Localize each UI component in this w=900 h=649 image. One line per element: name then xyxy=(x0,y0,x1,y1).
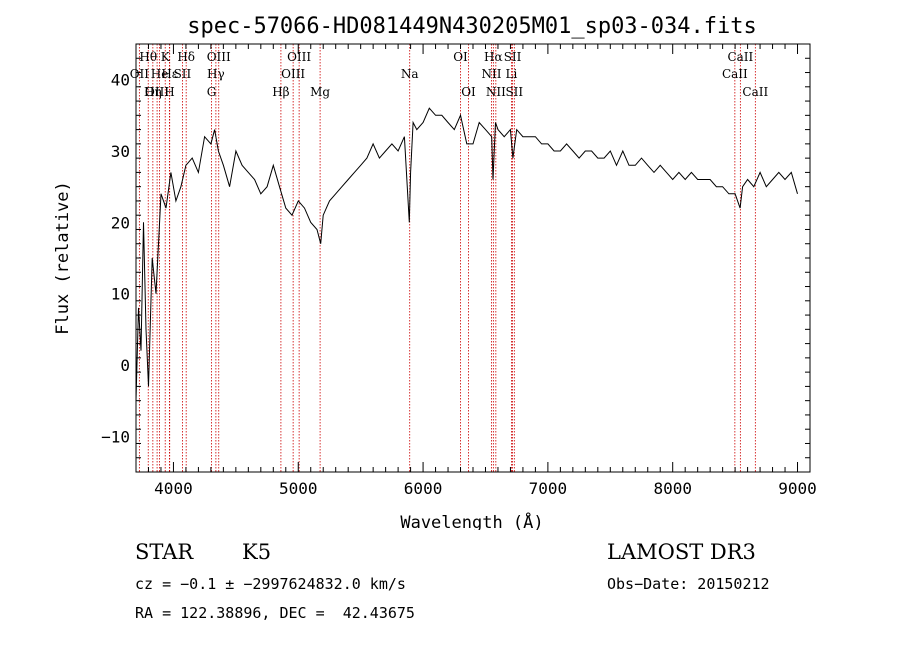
x-tick-label: 4000 xyxy=(154,479,193,498)
line-label-26: CaII xyxy=(727,50,753,64)
line-label-13: Hβ xyxy=(272,85,289,99)
line-label-16: Mg xyxy=(310,85,330,99)
x-axis-label: Wavelength (Å) xyxy=(400,511,543,530)
line-label-2: OIII xyxy=(145,85,169,99)
line-label-24: Li xyxy=(506,67,518,81)
line-label-3: He xyxy=(151,67,169,81)
spectrum-chart: spec-57066-HD081449N430205M01_sp03-034.f… xyxy=(53,14,817,530)
ra-dec-text: RA = 122.38896, DEC = 42.43675 xyxy=(135,604,415,622)
y-tick-label: 10 xyxy=(111,285,130,304)
y-tick-label: 40 xyxy=(111,71,130,90)
line-label-5: K xyxy=(161,50,171,64)
line-label-21: NII xyxy=(481,67,501,81)
x-tick-label: 6000 xyxy=(404,479,443,498)
line-label-23: SII xyxy=(504,50,522,64)
y-axis-ticks: −10 0 10 20 30 40 xyxy=(101,43,810,473)
line-label-19: OI xyxy=(461,85,476,99)
x-tick-label: 8000 xyxy=(653,479,692,498)
object-class: STAR xyxy=(135,540,194,564)
y-tick-label: 0 xyxy=(120,356,130,375)
line-label-17: Na xyxy=(401,67,419,81)
spectrum-line xyxy=(135,107,798,401)
line-label-25: SII xyxy=(505,85,523,99)
line-label-7: H xyxy=(164,85,174,99)
line-label-15: OIII xyxy=(281,67,305,81)
line-label-18: OI xyxy=(453,50,468,64)
y-axis-label: Flux (relative) xyxy=(53,181,73,335)
x-tick-label: 9000 xyxy=(778,479,817,498)
x-axis-ticks: 4000 5000 6000 7000 8000 9000 xyxy=(135,44,817,498)
line-label-20: Hα xyxy=(484,50,503,64)
line-label-1: OII xyxy=(130,67,150,81)
y-tick-label: 20 xyxy=(111,213,130,232)
survey-name: LAMOST DR3 xyxy=(607,540,756,564)
line-label-11: Hγ xyxy=(207,67,225,81)
line-label-28: CaII xyxy=(742,85,768,99)
observation-date: Obs−Date: 20150212 xyxy=(607,575,770,593)
line-label-8: SII xyxy=(174,67,192,81)
line-label-27: CaII xyxy=(722,67,748,81)
x-tick-label: 5000 xyxy=(279,479,318,498)
plot-frame xyxy=(135,43,811,473)
object-subclass: K5 xyxy=(242,540,272,564)
line-label-12: G xyxy=(207,85,217,99)
y-tick-label: −10 xyxy=(101,427,130,446)
line-label-4: Hη xyxy=(144,85,162,99)
line-label-9: Hδ xyxy=(177,50,195,64)
y-tick-label: 30 xyxy=(111,142,130,161)
line-label-6: Hε xyxy=(161,67,178,81)
x-tick-label: 7000 xyxy=(529,479,568,498)
line-label-22: NII xyxy=(486,85,506,99)
chart-title: spec-57066-HD081449N430205M01_sp03-034.f… xyxy=(187,14,757,39)
line-label-10: OIII xyxy=(207,50,231,64)
line-label-0: Hθ xyxy=(139,50,157,64)
emission-line-markers xyxy=(138,44,756,472)
redshift-text: cz = −0.1 ± −2997624832.0 km/s xyxy=(135,575,406,593)
line-label-14: OIII xyxy=(287,50,311,64)
